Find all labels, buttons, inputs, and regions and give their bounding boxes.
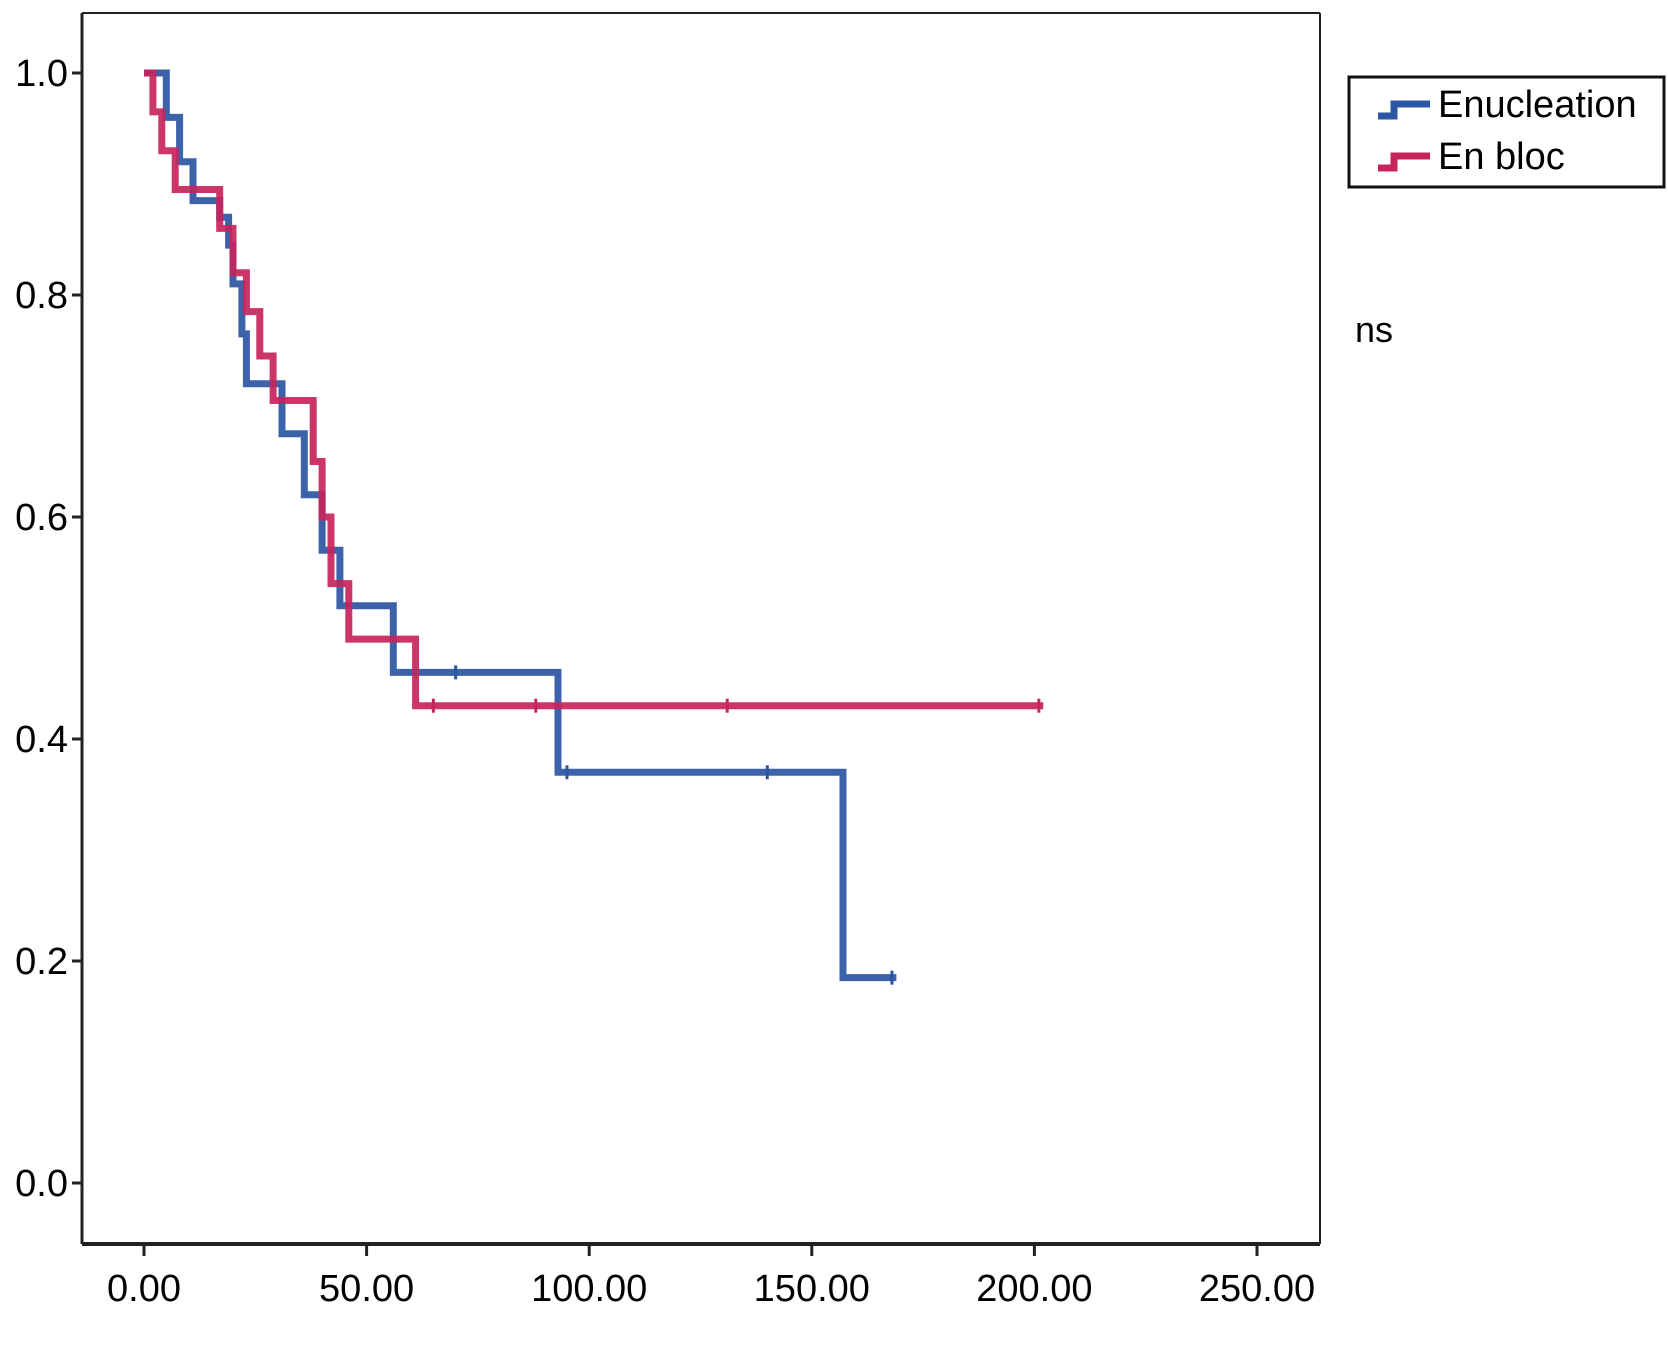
x-tick-label: 50.00: [319, 1268, 414, 1310]
x-tick-label: 100.00: [531, 1268, 647, 1310]
y-tick-label: 0.6: [15, 497, 68, 539]
series-line-enucleation: [144, 69, 897, 982]
series-layer: [144, 69, 1044, 985]
x-tick-label: 150.00: [754, 1268, 870, 1310]
legend: Enucleation En bloc: [1347, 75, 1666, 189]
axes: 0.0 0.2 0.4 0.6 0.8 1.0 0.00 50.00 100.00 150.00 2…: [15, 12, 1321, 1310]
y-tick-label: 0.2: [15, 941, 68, 983]
legend-swatch: [1378, 152, 1430, 172]
legend-label: Enucleation: [1438, 84, 1637, 126]
legend-label: En bloc: [1438, 136, 1565, 178]
x-tick-label: 250.00: [1199, 1268, 1315, 1310]
series-line-en-bloc: [144, 69, 1044, 710]
y-tick-label: 1.0: [15, 53, 68, 95]
x-tick-label: 0.00: [107, 1268, 181, 1310]
annotation-ns: ns: [1355, 309, 1393, 350]
y-tick-label: 0.8: [15, 275, 68, 317]
y-tick-label: 0.0: [15, 1163, 68, 1205]
x-tick-label: 200.00: [976, 1268, 1092, 1310]
legend-swatch: [1378, 100, 1430, 120]
y-tick-label: 0.4: [15, 719, 68, 761]
legend-box: [1347, 75, 1666, 189]
